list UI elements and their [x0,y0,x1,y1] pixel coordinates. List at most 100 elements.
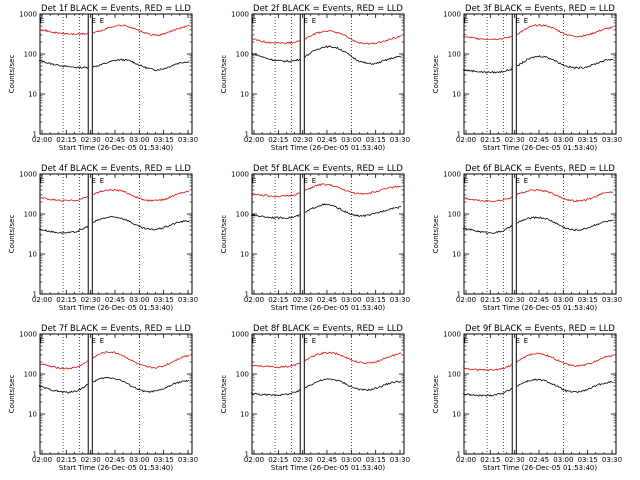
y-tick-label: 1 [33,451,37,459]
event-marker: E [100,177,104,185]
panel-det-1: Det 1f BLACK = Events, RED = LLD 1 10 100 10… [8,4,198,152]
y-tick-label: 100 [236,371,249,379]
x-tick-label: 02:00 [456,296,476,304]
x-tick-label: 03:15 [366,296,386,304]
y-tick-label: 1000 [19,331,37,339]
x-tick-label: 02:00 [32,136,52,144]
y-tick-label: 1 [33,291,37,299]
y-axis-label: Counts/sec [432,55,440,94]
x-tick-label: 02:30 [81,456,101,464]
y-tick-label: 100 [236,211,249,219]
event-marker: E [312,337,316,345]
x-axis-label: Start Time (26-Dec-05 01:53:40) [271,304,385,312]
event-marker: E [304,337,308,345]
plot-frame [463,173,617,295]
x-tick-label: 03:15 [366,136,386,144]
series-lld-line [39,24,190,37]
y-tick-label: 1 [245,451,249,459]
y-tick-label: 1 [457,451,461,459]
y-tick-label: 1000 [231,11,249,19]
y-tick-label: 10 [452,91,461,99]
x-tick-label: 02:15 [56,456,76,464]
panel-det-7: Det 7f BLACK = Events, RED = LLD 1 10 100 10… [8,324,198,472]
event-marker: E [100,337,104,345]
x-tick-label: 03:30 [178,296,198,304]
y-axis-label: Counts/sec [220,55,228,94]
x-tick-label: 02:45 [105,296,125,304]
y-tick-label: 100 [24,371,37,379]
y-tick-label: 1000 [19,11,37,19]
event-marker: E [252,17,256,25]
x-tick-label: 03:30 [602,296,622,304]
event-marker: E [252,177,256,185]
y-tick-label: 100 [24,211,37,219]
event-marker: E [516,337,520,345]
x-tick-label: 02:30 [505,296,525,304]
series-events-line [462,216,614,235]
panel-title: Det 7f BLACK = Events, RED = LLD [41,324,191,334]
x-axis-label: Start Time (26-Dec-05 01:53:40) [483,304,597,312]
series-events-line [251,45,402,66]
x-tick-label: 02:15 [480,136,500,144]
x-tick-label: 03:30 [602,136,622,144]
panel-title: Det 5f BLACK = Events, RED = LLD [253,164,403,174]
panel-det-5: Det 5f BLACK = Events, RED = LLD 1 10 100 10… [220,164,410,312]
event-marker: E [312,17,316,25]
plot-frame [39,13,193,135]
x-tick-label: 02:45 [529,296,549,304]
y-tick-label: 1 [245,131,249,139]
event-marker: E [524,337,528,345]
y-tick-label: 100 [448,371,461,379]
plot-frame [39,333,193,455]
panel-title: Det 9f BLACK = Events, RED = LLD [465,324,615,334]
y-axis-label: Counts/sec [8,55,16,94]
plot-frame [251,13,405,135]
event-marker: E [100,17,104,25]
y-tick-label: 10 [452,251,461,259]
y-tick-label: 1 [457,131,461,139]
y-tick-label: 1000 [231,171,249,179]
event-marker: E [92,17,96,25]
x-tick-label: 02:00 [244,136,264,144]
x-tick-label: 02:15 [268,456,288,464]
x-axis-label: Start Time (26-Dec-05 01:53:40) [59,144,173,152]
panel-title: Det 8f BLACK = Events, RED = LLD [253,324,403,334]
event-marker: E [252,337,256,345]
series-events-line [250,203,402,220]
y-tick-label: 1 [457,291,461,299]
event-marker: E [516,17,520,25]
x-tick-label: 03:00 [341,456,361,464]
x-tick-label: 03:00 [553,136,573,144]
x-tick-label: 02:45 [529,136,549,144]
x-tick-label: 02:30 [293,296,313,304]
event-marker: E [516,177,520,185]
x-axis-label: Start Time (26-Dec-05 01:53:40) [271,464,385,472]
x-tick-label: 02:45 [317,456,337,464]
event-marker: E [40,177,44,185]
x-tick-label: 03:30 [602,456,622,464]
y-tick-label: 10 [28,251,37,259]
x-tick-label: 02:30 [81,296,101,304]
event-marker: E [524,177,528,185]
panel-title: Det 4f BLACK = Events, RED = LLD [41,164,191,174]
y-tick-label: 1 [245,291,249,299]
y-axis-label: Counts/sec [220,375,228,414]
panel-det-2: Det 2f BLACK = Events, RED = LLD 1 10 100 10… [220,4,410,152]
panel-title: Det 2f BLACK = Events, RED = LLD [253,4,403,14]
plot-frame [39,173,193,295]
series-events-line [38,376,190,394]
x-tick-label: 02:30 [505,136,525,144]
series-lld-line [462,23,614,41]
x-tick-label: 02:30 [505,456,525,464]
event-marker: E [464,337,468,345]
y-axis-label: Counts/sec [432,375,440,414]
y-tick-label: 1000 [19,171,37,179]
series-events-line [462,55,614,74]
event-marker: E [92,337,96,345]
series-lld-line [38,188,190,203]
x-tick-label: 03:15 [578,136,598,144]
x-axis-label: Start Time (26-Dec-05 01:53:40) [59,464,173,472]
x-tick-label: 03:00 [129,456,149,464]
x-tick-label: 02:00 [456,136,476,144]
